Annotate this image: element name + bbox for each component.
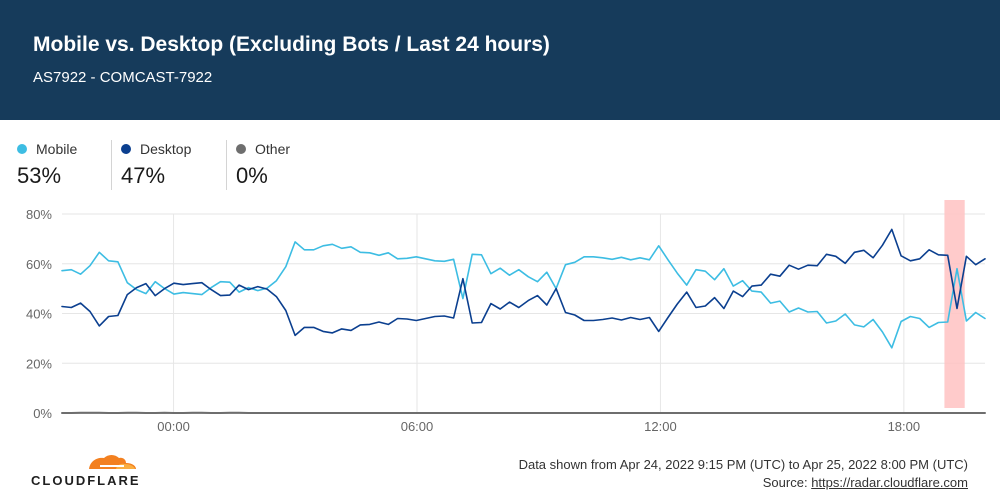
y-tick-label: 60%	[26, 257, 52, 272]
y-tick-label: 0%	[33, 406, 52, 421]
source-line: Source: https://radar.cloudflare.com	[519, 474, 968, 492]
source-label: Source:	[762, 475, 808, 490]
x-tick-label: 18:00	[888, 419, 921, 434]
series-line-mobile	[61, 241, 986, 349]
legend: Mobile 53% Desktop 47% Other 0%	[0, 138, 600, 192]
y-tick-label: 20%	[26, 356, 52, 371]
legend-divider	[111, 140, 112, 190]
line-chart: 0% 20% 40% 60% 80% 00:00 06:00 12:00 18:00	[26, 200, 986, 434]
x-tick-label: 12:00	[644, 419, 677, 434]
anomaly-highlight	[944, 200, 965, 408]
footer-info: Data shown from Apr 24, 2022 9:15 PM (UT…	[519, 456, 968, 492]
brand-wordmark: CLOUDFLARE	[31, 473, 141, 488]
x-tick-label: 00:00	[157, 419, 190, 434]
desktop-dot-icon	[121, 144, 131, 154]
chart-header: Mobile vs. Desktop (Excluding Bots / Las…	[0, 0, 1000, 120]
legend-label-mobile: Mobile	[36, 141, 78, 157]
y-tick-label: 40%	[26, 307, 52, 322]
series-line-desktop	[61, 228, 986, 337]
y-tick-label: 80%	[26, 207, 52, 222]
mobile-dot-icon	[17, 144, 27, 154]
source-link[interactable]: https://radar.cloudflare.com	[811, 475, 968, 490]
legend-value-desktop: 47%	[121, 163, 166, 188]
legend-value-other: 0%	[236, 163, 268, 188]
date-range-text: Data shown from Apr 24, 2022 9:15 PM (UT…	[518, 457, 968, 472]
legend-label-desktop: Desktop	[140, 141, 192, 157]
legend-value-mobile: 53%	[17, 163, 62, 188]
other-dot-icon	[236, 144, 246, 154]
cloudflare-logo: CLOUDFLARE	[31, 455, 141, 488]
x-tick-label: 06:00	[401, 419, 434, 434]
legend-divider	[226, 140, 227, 190]
chart-title: Mobile vs. Desktop (Excluding Bots / Las…	[33, 33, 550, 56]
chart-subtitle: AS7922 - COMCAST-7922	[33, 69, 213, 86]
legend-label-other: Other	[255, 141, 291, 157]
cloud-icon	[89, 455, 136, 469]
